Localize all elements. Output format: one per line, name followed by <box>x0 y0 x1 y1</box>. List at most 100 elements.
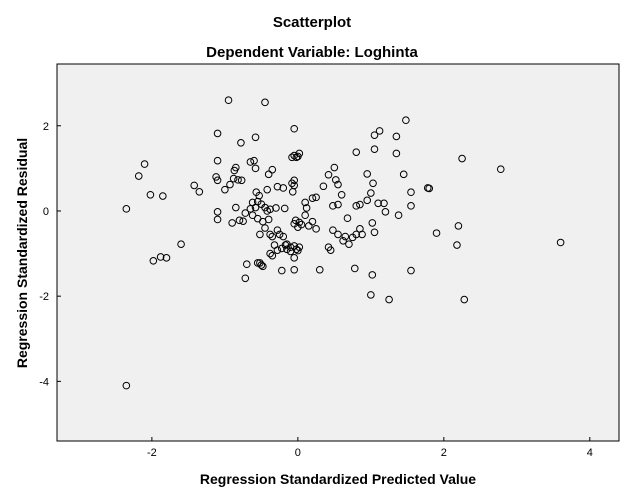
chart-title: Scatterplot <box>273 14 351 31</box>
data-point <box>329 226 337 234</box>
data-point <box>241 274 250 283</box>
data-point <box>432 229 441 237</box>
data-point <box>257 261 266 269</box>
data-point <box>295 243 304 251</box>
data-point <box>458 154 466 163</box>
data-point <box>122 381 131 390</box>
data-point <box>229 174 238 183</box>
data-point <box>273 182 282 191</box>
data-point <box>330 163 339 172</box>
data-point <box>256 259 264 267</box>
data-point <box>213 156 222 165</box>
data-point <box>407 202 415 210</box>
data-point <box>352 230 361 239</box>
data-point <box>375 127 384 135</box>
data-point <box>232 203 240 212</box>
x-tick-label: -2 <box>147 447 157 459</box>
data-point <box>301 198 309 207</box>
data-point <box>213 176 222 185</box>
data-point <box>369 179 377 188</box>
data-point <box>363 170 371 178</box>
data-point <box>242 260 251 269</box>
data-point <box>332 176 340 184</box>
data-point <box>279 232 288 241</box>
data-point <box>268 251 277 260</box>
data-point <box>295 218 304 227</box>
data-point <box>156 253 165 261</box>
data-point <box>268 165 277 174</box>
data-point <box>278 244 286 253</box>
data-point <box>261 224 269 232</box>
data-point <box>273 246 282 254</box>
data-point <box>279 184 288 192</box>
data-point <box>235 216 244 225</box>
data-point <box>312 193 320 202</box>
data-point <box>266 205 274 214</box>
axis-ticks: -2 0 2 4 -4 -2 0 2 <box>39 121 593 459</box>
data-point <box>380 199 388 208</box>
data-point <box>460 295 469 304</box>
data-point <box>381 208 390 216</box>
data-point <box>334 180 342 189</box>
data-point <box>367 189 375 197</box>
data-point <box>290 181 299 190</box>
data-point <box>290 265 299 274</box>
data-point <box>213 215 222 224</box>
data-point <box>294 152 302 161</box>
data-point <box>266 230 274 239</box>
data-point <box>149 257 158 265</box>
data-point <box>246 158 255 166</box>
data-point <box>159 192 167 200</box>
y-axis-title: Regression Standardized Residual <box>14 138 30 368</box>
data-point <box>250 156 258 165</box>
data-point <box>237 139 245 147</box>
data-point <box>224 96 233 105</box>
data-point <box>162 254 171 262</box>
data-point <box>319 182 328 191</box>
data-point <box>234 176 242 184</box>
data-point <box>302 204 311 212</box>
data-point <box>341 232 350 241</box>
data-point <box>339 236 347 245</box>
data-point <box>334 230 342 239</box>
y-tick-label: 2 <box>43 121 49 133</box>
data-point <box>263 185 272 194</box>
data-point <box>264 170 273 179</box>
data-point <box>407 188 415 197</box>
data-points <box>122 96 565 390</box>
data-point <box>230 166 239 175</box>
data-point <box>402 116 410 125</box>
x-tick-label: 4 <box>587 447 593 459</box>
data-point <box>329 202 337 210</box>
data-point <box>212 173 220 181</box>
data-point <box>122 205 131 213</box>
data-point <box>308 217 317 226</box>
data-point <box>356 200 364 209</box>
data-point <box>283 245 291 254</box>
data-point <box>352 202 361 210</box>
data-point <box>334 200 342 209</box>
data-point <box>292 153 301 162</box>
data-point <box>266 249 274 258</box>
data-point <box>453 241 461 249</box>
data-point <box>253 259 262 267</box>
data-point <box>228 219 236 227</box>
data-point <box>374 199 382 208</box>
data-point <box>291 216 300 225</box>
data-point <box>368 271 377 279</box>
data-point <box>392 132 401 141</box>
data-point <box>280 204 289 213</box>
data-point <box>288 153 296 162</box>
data-point <box>407 266 415 275</box>
data-point <box>278 266 286 275</box>
data-point <box>363 196 371 205</box>
plot-area <box>56 63 620 442</box>
data-point <box>268 232 277 241</box>
data-point <box>370 145 379 153</box>
data-point <box>385 295 393 304</box>
data-point <box>454 222 463 230</box>
y-tick-label: -4 <box>39 376 49 388</box>
data-point <box>275 230 284 239</box>
data-point <box>248 211 257 220</box>
